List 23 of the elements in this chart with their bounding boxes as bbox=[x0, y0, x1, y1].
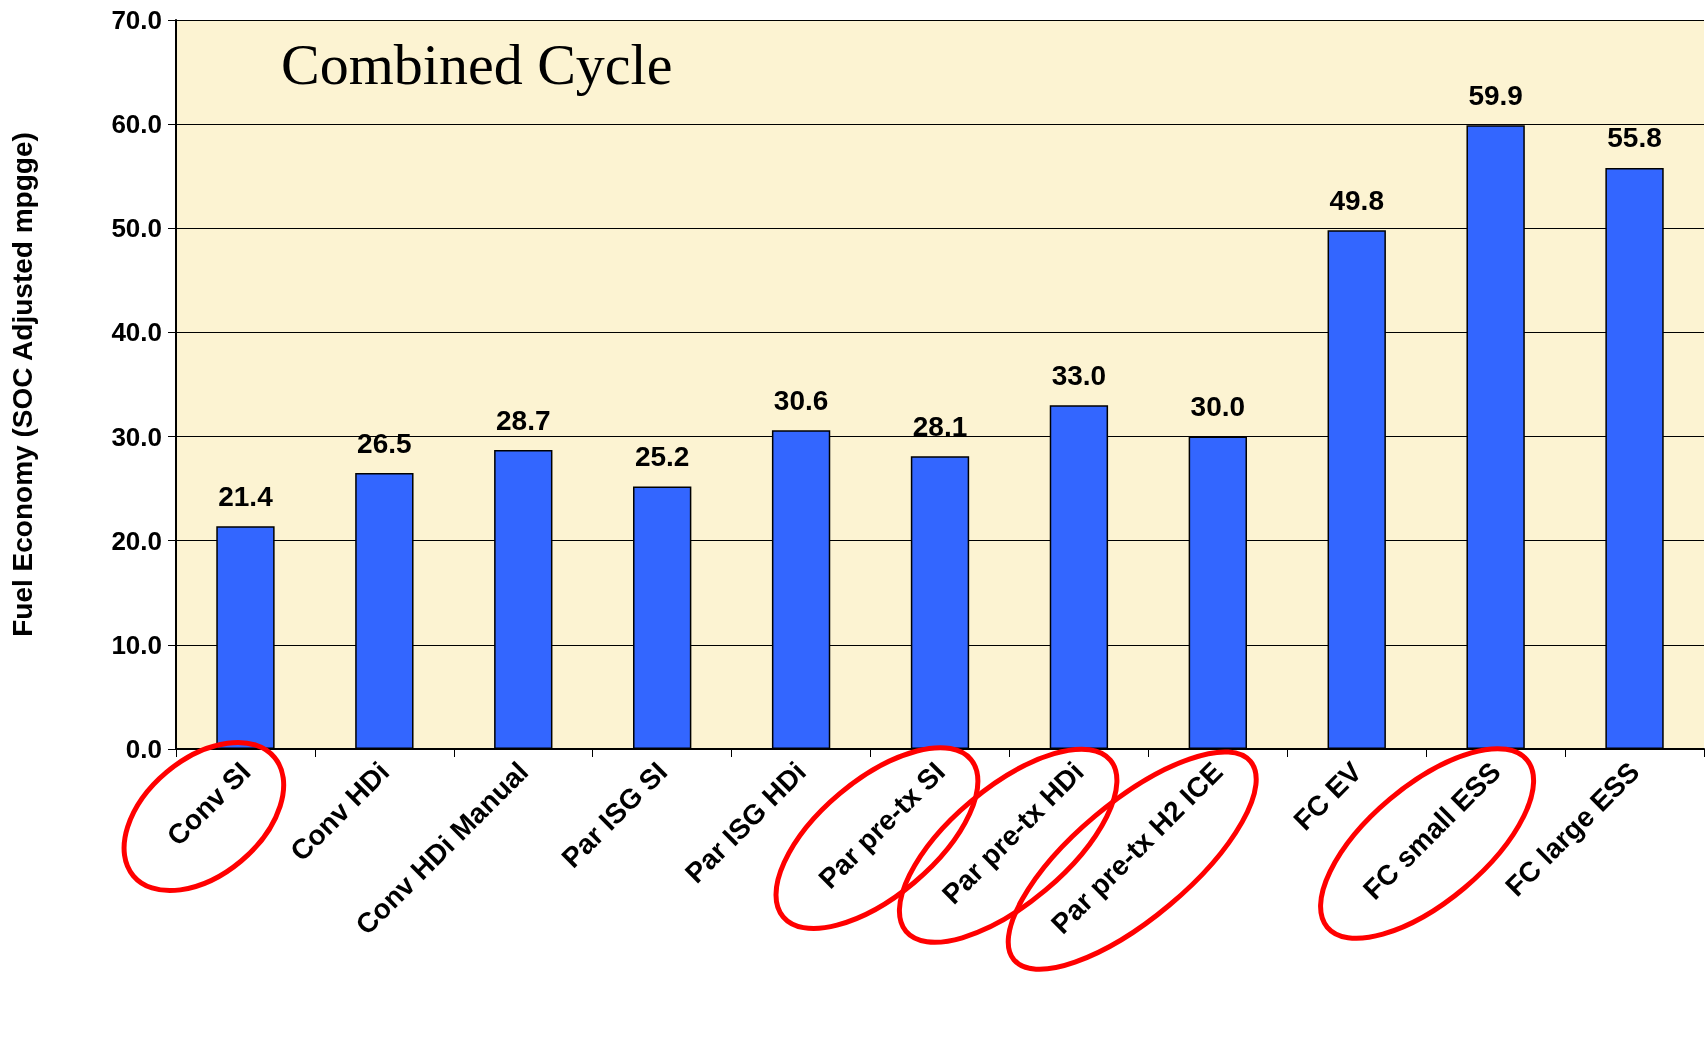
y-tick-label: 60.0 bbox=[111, 109, 162, 140]
data-label: 59.9 bbox=[1468, 79, 1523, 111]
data-label: 30.0 bbox=[1190, 391, 1246, 423]
data-label: 55.8 bbox=[1607, 122, 1662, 154]
y-tick-label: 10.0 bbox=[111, 629, 162, 660]
x-tick-label: Par ISG HDi bbox=[679, 756, 813, 890]
y-tick-label: 30.0 bbox=[111, 421, 162, 452]
data-label: 28.7 bbox=[496, 404, 551, 436]
y-tick-label: 40.0 bbox=[111, 317, 162, 348]
x-tick-label: Par ISG SI bbox=[555, 756, 674, 874]
y-axis-title: Fuel Economy (SOC Adjusted mpgge) bbox=[6, 132, 38, 637]
data-label: 28.1 bbox=[912, 410, 968, 442]
chart-title: Combined Cycle bbox=[281, 31, 673, 97]
y-tick-label: 50.0 bbox=[111, 213, 162, 244]
data-label: 33.0 bbox=[1051, 359, 1107, 391]
data-label: 49.8 bbox=[1329, 184, 1384, 216]
y-tick-label: 70.0 bbox=[111, 5, 162, 35]
x-tick-label: FC EV bbox=[1287, 755, 1368, 837]
data-label: 25.2 bbox=[634, 441, 690, 473]
data-label: 21.4 bbox=[218, 480, 274, 512]
y-tick-label: 0.0 bbox=[125, 734, 162, 764]
data-label: 30.6 bbox=[773, 384, 829, 416]
y-tick-label: 20.0 bbox=[111, 525, 162, 556]
